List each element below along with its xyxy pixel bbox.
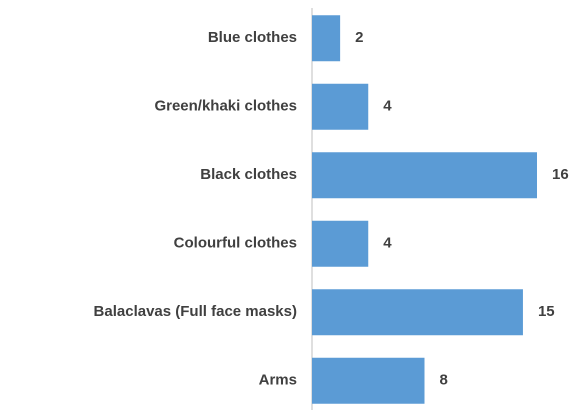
bar (312, 220, 369, 267)
category-label: Green/khaki clothes (154, 98, 297, 115)
category-label: Arms (259, 372, 297, 389)
bar (312, 15, 341, 62)
value-label: 16 (552, 166, 569, 183)
value-label: 4 (383, 98, 392, 115)
value-label: 15 (538, 303, 555, 320)
category-label: Colourful clothes (174, 235, 297, 252)
bar (312, 357, 425, 404)
bar (312, 152, 537, 199)
bar (312, 289, 523, 336)
category-label: Black clothes (200, 166, 297, 183)
value-label: 2 (355, 29, 363, 46)
category-label: Balaclavas (Full face masks) (94, 303, 297, 320)
category-label: Blue clothes (208, 29, 297, 46)
value-label: 4 (383, 235, 392, 252)
value-label: 8 (440, 372, 448, 389)
bar (312, 83, 369, 130)
